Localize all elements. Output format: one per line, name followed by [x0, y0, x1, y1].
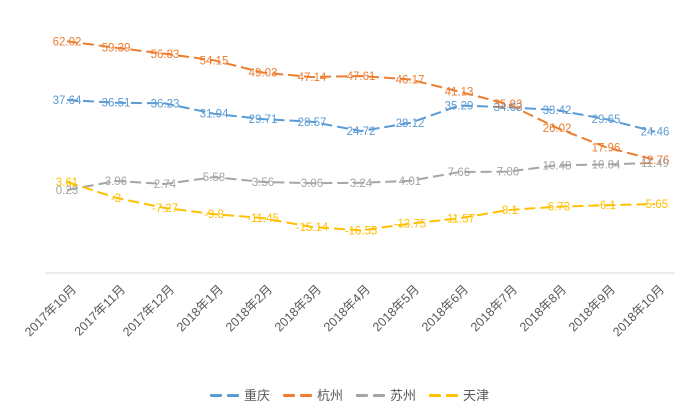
legend-dash-icon	[282, 393, 312, 397]
legend-label: 重庆	[243, 387, 270, 403]
data-label-tianjin-3: -9.8	[204, 209, 224, 221]
data-label-tianjin-4: -11.45	[247, 213, 279, 225]
data-label-chongqing-9: 34.63	[494, 102, 523, 114]
legend-dash-icon	[429, 393, 459, 397]
data-label-chongqing-11: 29.65	[592, 114, 621, 126]
data-label-tianjin-11: -6.1	[596, 200, 616, 212]
data-label-hangzhou-2: 56.83	[151, 49, 180, 61]
data-label-chongqing-5: 28.57	[298, 117, 327, 129]
x-axis-label-2: 2017年12月	[120, 282, 177, 339]
data-label-suzhou-3: 5.58	[203, 172, 225, 184]
data-label-hangzhou-7: 46.17	[396, 75, 425, 87]
data-label-hangzhou-9: 35.93	[494, 99, 523, 111]
data-label-hangzhou-12: 12.76	[641, 155, 670, 167]
x-axis-label-12: 2018年10月	[610, 282, 667, 339]
data-label-suzhou-1: 3.96	[105, 176, 127, 188]
data-label-suzhou-9: 7.86	[497, 167, 519, 179]
data-label-hangzhou-6: 47.61	[347, 71, 376, 83]
data-label-tianjin-5: -15.14	[296, 222, 329, 234]
data-label-hangzhou-8: 41.13	[445, 87, 474, 99]
data-label-hangzhou-1: 59.39	[102, 43, 131, 55]
data-label-chongqing-12: 24.46	[641, 127, 670, 139]
legend-dash-icon	[209, 393, 239, 397]
data-label-hangzhou-3: 54.15	[200, 55, 229, 67]
data-label-chongqing-3: 31.94	[200, 109, 229, 121]
data-label-hangzhou-0: 62.02	[53, 36, 82, 48]
data-label-suzhou-7: 4.01	[399, 176, 421, 188]
data-label-tianjin-12: -5.65	[642, 199, 668, 211]
data-label-tianjin-6: -16.55	[345, 225, 378, 237]
x-axis-label-10: 2018年8月	[517, 282, 569, 334]
legend: 重庆 杭州 苏州 天津	[0, 385, 699, 405]
data-label-tianjin-10: -6.73	[544, 202, 570, 214]
data-label-chongqing-4: 29.71	[249, 114, 278, 126]
x-axis-label-8: 2018年6月	[419, 282, 471, 334]
x-axis-label-9: 2018年7月	[468, 282, 520, 334]
x-axis-label-3: 2018年1月	[174, 282, 226, 334]
data-label-chongqing-6: 24.72	[347, 126, 376, 138]
data-label-chongqing-7: 28.12	[396, 118, 425, 130]
legend-label: 苏州	[390, 387, 417, 403]
data-label-suzhou-12: 11.49	[641, 158, 669, 170]
legend-label: 天津	[463, 387, 490, 403]
legend-item-tianjin[interactable]: 天津	[429, 389, 489, 402]
x-axis-label-0: 2017年10月	[22, 282, 79, 339]
data-label-tianjin-7: -13.75	[394, 219, 427, 231]
data-label-suzhou-2: 2.74	[154, 179, 177, 191]
data-label-suzhou-0: 0.23	[56, 185, 78, 197]
data-label-tianjin-9: -8.1	[498, 205, 518, 217]
data-label-tianjin-0: 3.61	[56, 177, 78, 189]
data-label-suzhou-11: 10.84	[592, 160, 621, 172]
data-label-suzhou-6: 3.24	[350, 178, 373, 190]
data-label-suzhou-10: 10.48	[543, 160, 572, 172]
data-label-hangzhou-4: 49.03	[249, 68, 278, 80]
data-label-suzhou-5: 3.06	[301, 178, 323, 190]
data-label-hangzhou-5: 47.14	[298, 72, 327, 84]
data-label-hangzhou-10: 26.02	[543, 123, 572, 135]
data-label-chongqing-0: 37.64	[53, 95, 82, 107]
legend-item-chongqing[interactable]: 重庆	[209, 387, 270, 403]
data-label-chongqing-8: 35.29	[445, 101, 474, 113]
legend-dash-icon	[356, 393, 385, 397]
series-line-tianjin	[66, 180, 656, 232]
series-line-hangzhou	[66, 40, 656, 161]
legend-item-hangzhou[interactable]: 杭州	[282, 387, 343, 403]
x-axis-label-5: 2018年3月	[272, 282, 324, 334]
legend-item-suzhou[interactable]: 苏州	[356, 389, 416, 402]
data-label-suzhou-8: 7.66	[448, 167, 470, 179]
x-axis-label-6: 2018年4月	[321, 282, 373, 334]
data-label-tianjin-8: -11.57	[443, 213, 475, 225]
data-label-tianjin-2: -7.27	[152, 203, 178, 215]
data-label-suzhou-4: 3.56	[252, 177, 274, 189]
x-axis-label-11: 2018年9月	[566, 282, 618, 334]
data-label-chongqing-2: 36.23	[151, 98, 180, 110]
legend-label: 杭州	[316, 387, 343, 403]
data-label-chongqing-1: 36.51	[102, 98, 131, 110]
x-axis-label-4: 2018年2月	[223, 282, 275, 334]
series-line-suzhou	[66, 161, 656, 191]
data-label-chongqing-10: 33.42	[543, 105, 572, 117]
x-axis-label-7: 2018年5月	[370, 282, 422, 334]
series-line-chongqing	[66, 99, 656, 133]
data-label-hangzhou-11: 17.96	[592, 142, 621, 154]
data-label-tianjin-1: -3	[111, 193, 121, 205]
